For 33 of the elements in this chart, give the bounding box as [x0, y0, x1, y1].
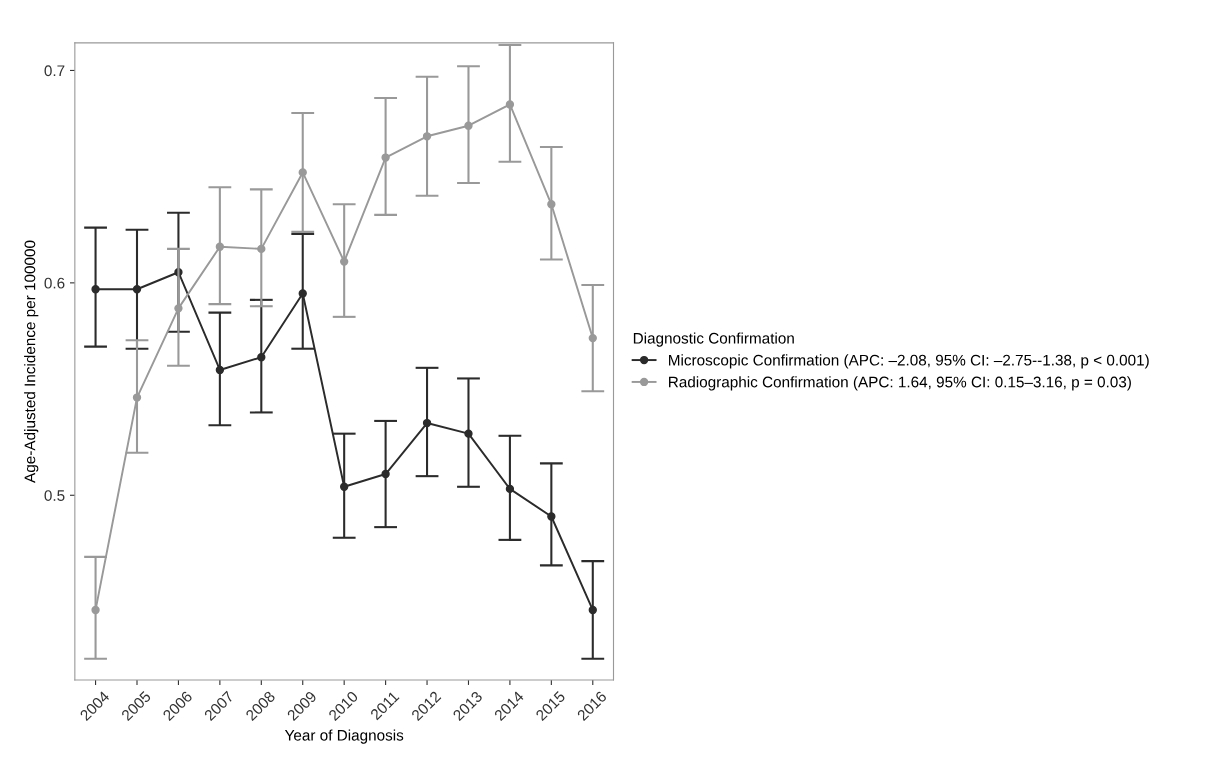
point [340, 482, 349, 491]
legend-title: Diagnostic Confirmation [633, 332, 794, 347]
point [381, 469, 390, 479]
point [381, 153, 390, 162]
point [422, 418, 432, 428]
legend-label: Radiographic Confirmation (APC: 1.64, 95% CI: 0.15–3.16, p = 0.03) [669, 376, 1131, 391]
point [505, 484, 515, 494]
point [588, 333, 597, 343]
point [91, 285, 100, 294]
y-tick-label: 0.6 [44, 277, 65, 289]
point [215, 365, 225, 375]
point [91, 605, 100, 615]
point [464, 429, 473, 438]
point [464, 121, 473, 130]
point [132, 285, 142, 294]
point [215, 242, 225, 251]
point [298, 289, 307, 298]
y-tick-label: 0.7 [44, 65, 65, 77]
y-tick-label: 0.5 [44, 490, 65, 501]
point [257, 244, 266, 254]
point [505, 100, 515, 109]
legend-label: Microscopic Confirmation (APC: –2.08, 95% CI: –2.75--1.38, p < 0.001) [669, 354, 1149, 369]
point [588, 605, 597, 615]
point [132, 393, 142, 402]
point [174, 304, 183, 313]
x-axis-title: Year of Diagnosis [284, 729, 404, 744]
point [547, 512, 556, 521]
point [298, 168, 307, 177]
point [257, 353, 266, 362]
point [422, 132, 432, 141]
point [340, 257, 349, 266]
y-axis-title: Age-Adjusted Incidence per 100000 [24, 240, 39, 483]
point [547, 200, 556, 209]
